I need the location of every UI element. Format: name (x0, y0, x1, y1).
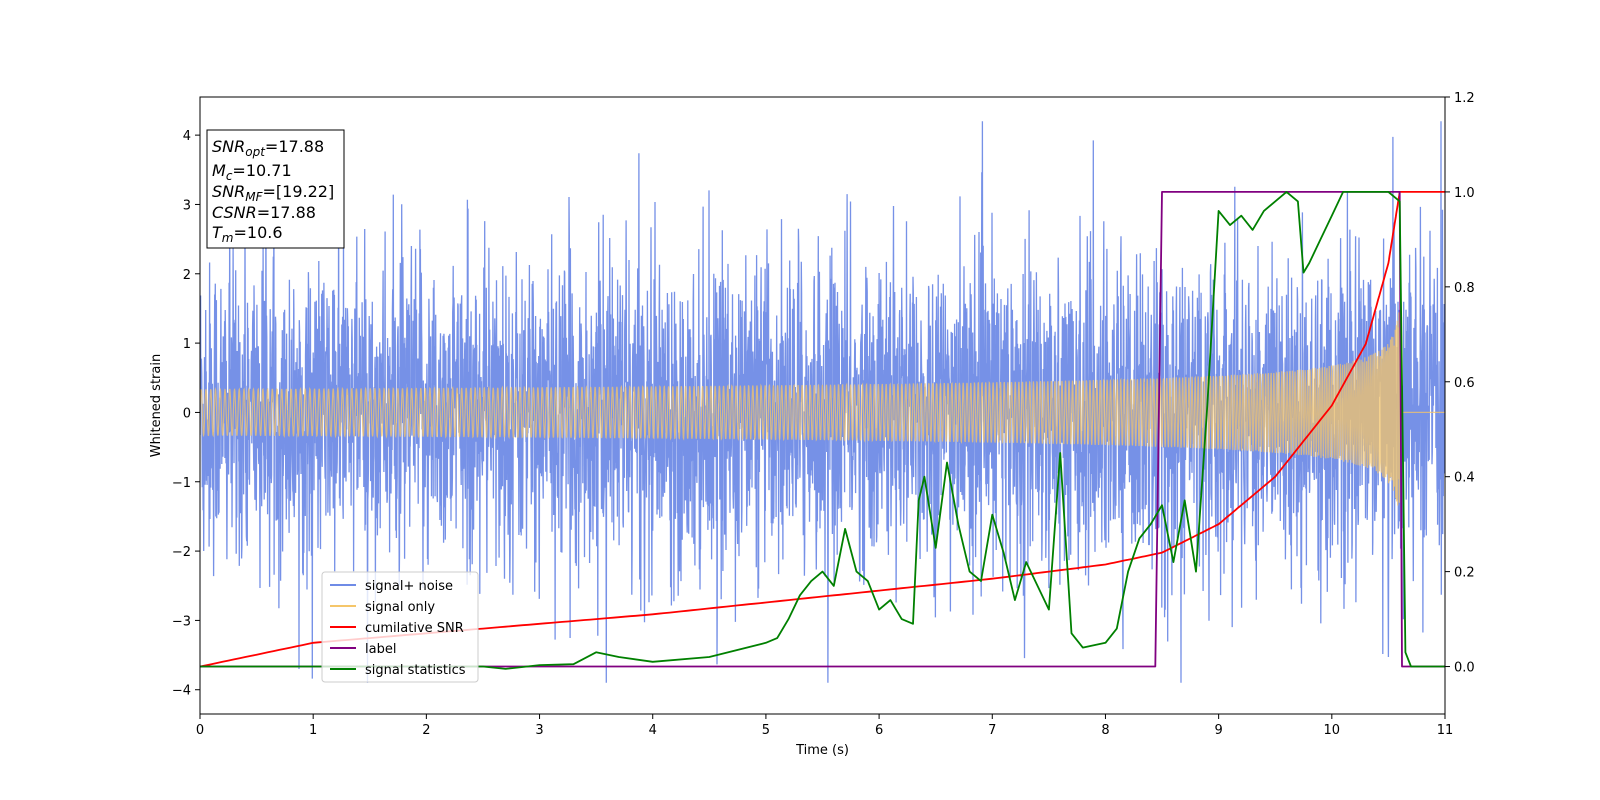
legend-label: signal+ noise (365, 579, 453, 594)
x-tick-label: 6 (875, 723, 883, 738)
y-axis-right: 0.0 0.2 0.4 0.6 0.8 1.0 1.2 (1445, 91, 1475, 676)
y-tick-label: −3 (172, 614, 191, 629)
legend-label: signal only (365, 600, 435, 615)
series-cumulative-snr (200, 191, 1445, 668)
y2-tick-label: 1.0 (1454, 186, 1475, 201)
y2-tick-label: 0.6 (1454, 376, 1475, 391)
snr-info-box: SNRopt=17.88Mc=10.71SNRMF=[19.22]CSNR=17… (206, 129, 345, 249)
x-tick-label: 0 (196, 723, 204, 738)
series-signal-noise (200, 121, 1445, 683)
info-line: SNRMF=[19.22] (212, 182, 334, 204)
x-tick-label: 5 (762, 723, 770, 738)
plot-frame (199, 96, 1446, 715)
y2-tick-label: 1.2 (1454, 91, 1475, 106)
y-axis-left: −4 −3 −2 −1 0 1 2 3 4 (172, 129, 200, 699)
y-tick-label: 0 (183, 406, 191, 421)
y-tick-label: −2 (172, 545, 191, 560)
x-tick-label: 1 (309, 723, 317, 738)
x-tick-label: 4 (649, 723, 657, 738)
series-layer (200, 121, 1445, 683)
legend-frame (321, 571, 479, 683)
series-signal-statistics (200, 191, 1445, 670)
y2-tick-label: 0.0 (1454, 661, 1475, 676)
y2-tick-label: 0.2 (1454, 566, 1475, 581)
y-axis-title: Whitened strain (149, 354, 164, 457)
legend-label: signal statistics (365, 663, 466, 678)
y-tick-label: −4 (172, 684, 191, 699)
info-line: SNRopt=17.88 (212, 137, 324, 159)
x-tick-label: 3 (535, 723, 543, 738)
y2-tick-label: 0.4 (1454, 471, 1475, 486)
x-tick-label: 10 (1324, 723, 1341, 738)
legend-label: cumilative SNR (365, 621, 464, 636)
x-axis-title: Time (s) (795, 743, 849, 758)
x-tick-label: 2 (422, 723, 430, 738)
x-axis: 0 1 2 3 4 5 6 7 8 9 10 11 (196, 714, 1453, 738)
info-line: Tm=10.6 (212, 223, 283, 245)
x-tick-label: 9 (1214, 723, 1222, 738)
y-tick-label: 2 (183, 268, 191, 283)
legend: signal+ noise signal only cumilative SNR la… (321, 571, 479, 683)
x-tick-label: 8 (1101, 723, 1109, 738)
series-signal-only (200, 312, 1445, 506)
y2-tick-label: 0.8 (1454, 281, 1475, 296)
y-tick-label: 1 (183, 337, 191, 352)
y-tick-label: −1 (172, 476, 191, 491)
info-line: CSNR=17.88 (212, 203, 316, 222)
info-box-frame (206, 129, 345, 249)
series-label (200, 191, 1445, 668)
y-tick-label: 4 (183, 129, 191, 144)
legend-label: label (365, 642, 396, 657)
x-tick-label: 7 (988, 723, 996, 738)
x-tick-label: 11 (1437, 723, 1454, 738)
info-line: Mc=10.71 (212, 161, 292, 183)
y-tick-label: 3 (183, 198, 191, 213)
